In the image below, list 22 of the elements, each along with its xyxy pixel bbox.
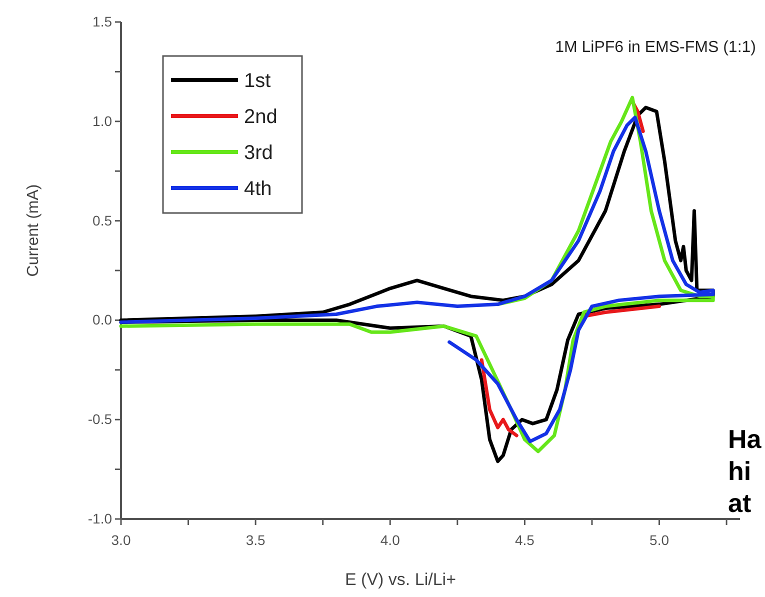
x-tick-label: 3.5: [246, 532, 266, 548]
y-tick-label: 0.0: [92, 312, 112, 328]
legend-label: 2nd: [244, 106, 278, 128]
legend-label: 3rd: [244, 142, 273, 164]
x-tick-label: 5.0: [650, 532, 670, 548]
x-tick-label: 3.0: [111, 532, 131, 548]
annotation: at: [728, 488, 752, 518]
y-tick-label: 1.5: [92, 13, 112, 30]
line-series: [480, 358, 518, 438]
x-tick-label: 4.0: [380, 532, 400, 548]
annotation: hi: [728, 456, 752, 486]
legend-label: 4th: [244, 178, 272, 200]
legend-label: 1st: [244, 70, 272, 92]
annotation: 1M LiPF6 in EMS-FMS (1:1): [555, 39, 756, 56]
y-tick-label: -1.0: [88, 510, 112, 526]
x-tick-label: 4.5: [514, 532, 535, 548]
y-tick-label: 0.5: [92, 212, 112, 228]
y-tick-label: 1.0: [92, 112, 112, 129]
x-axis-title: E (V) vs. Li/Li+: [344, 570, 456, 589]
y-axis-title: Current (mA): [25, 184, 42, 277]
y-tick-label: -0.5: [88, 411, 112, 428]
annotation: Ha: [728, 424, 762, 454]
